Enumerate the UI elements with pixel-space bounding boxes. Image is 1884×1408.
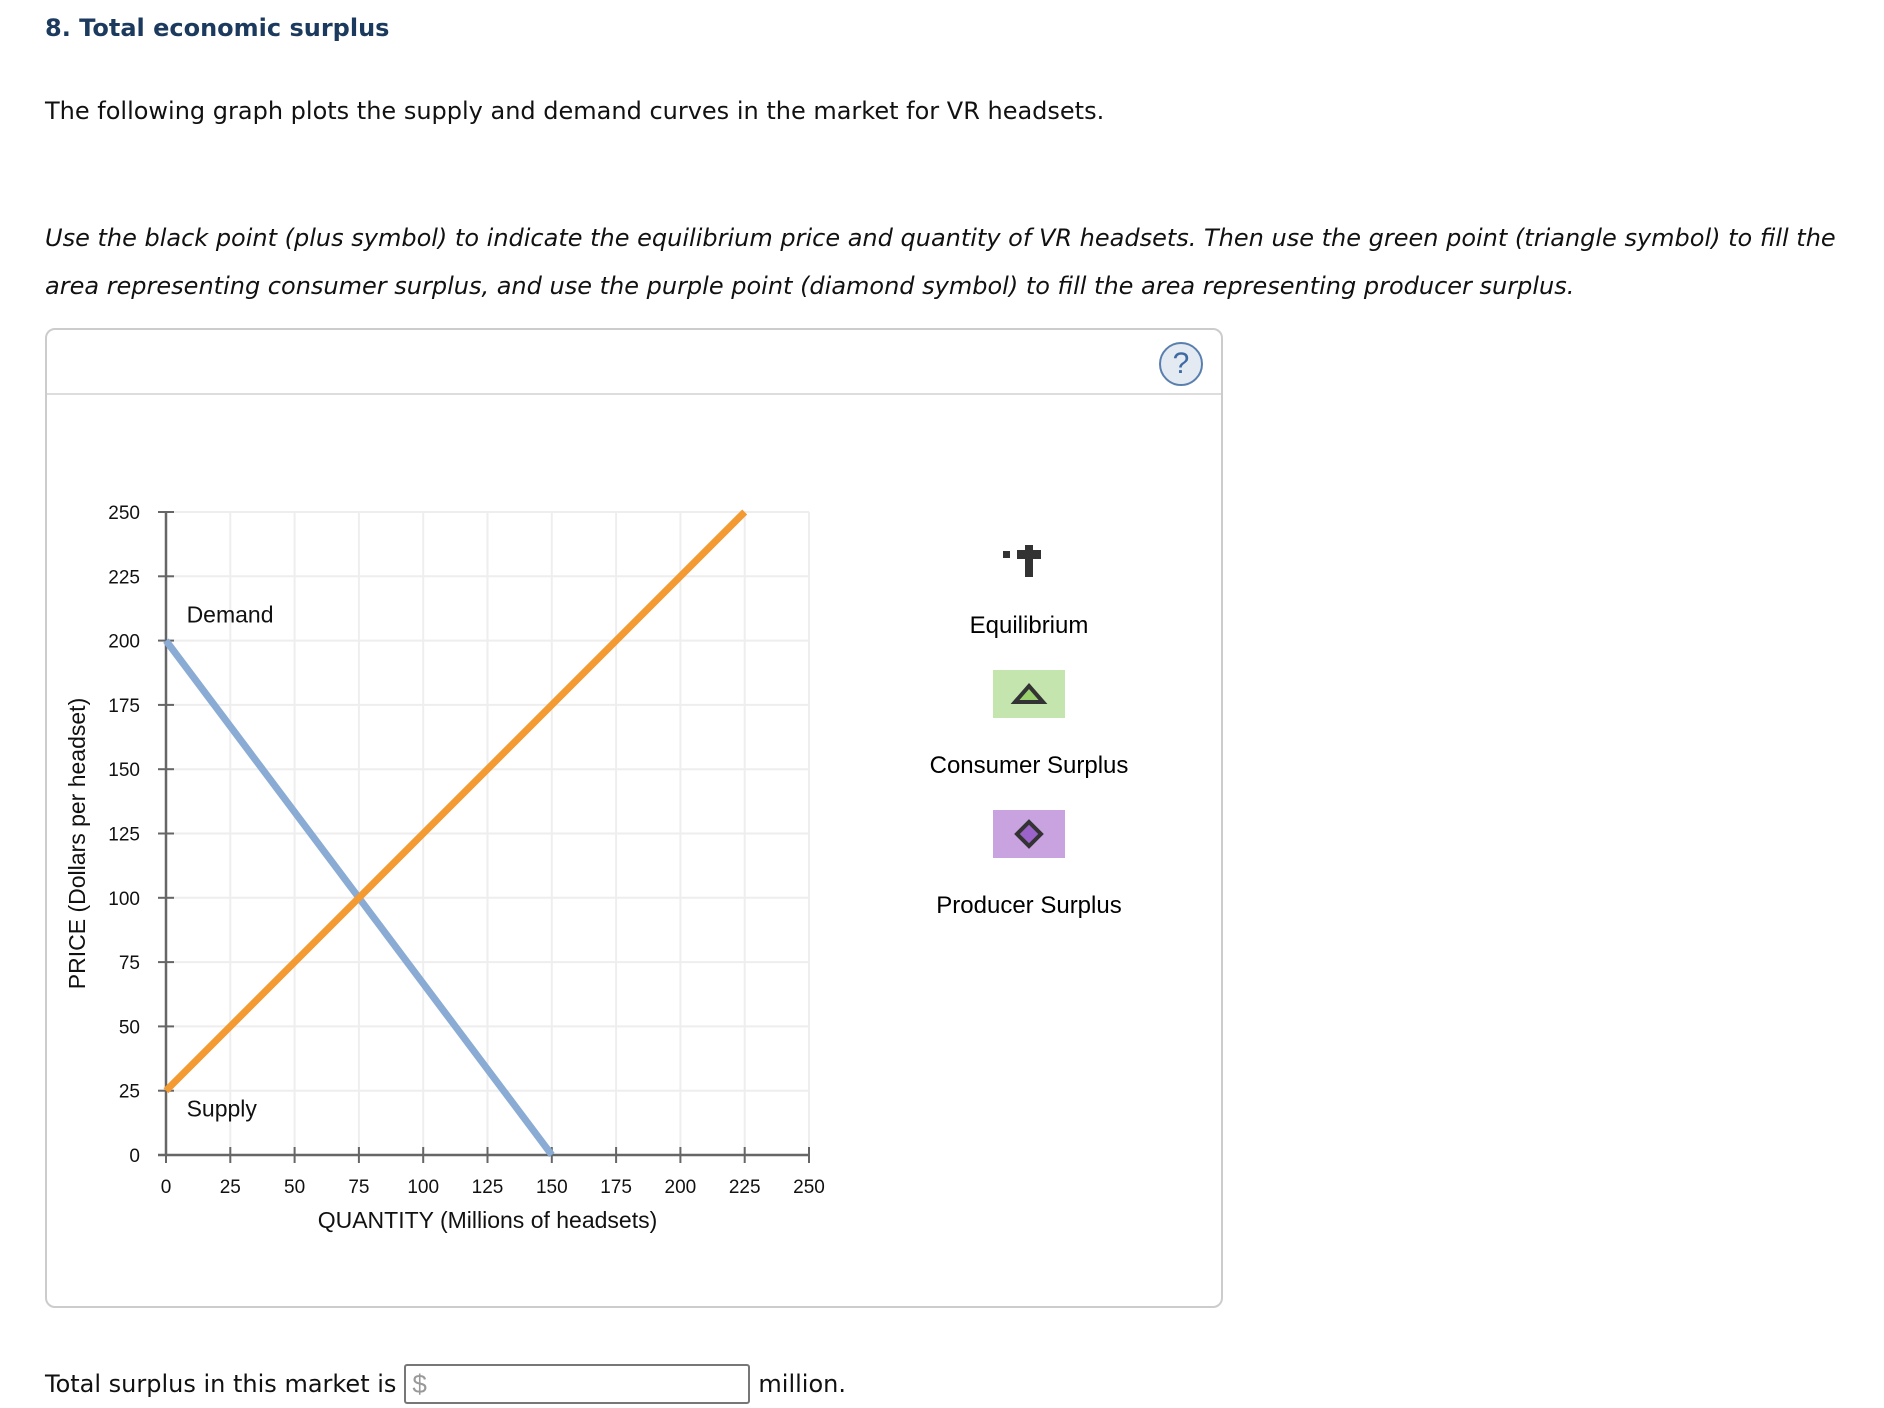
legend-equilibrium[interactable]: Equilibrium [929,530,1129,640]
question-instructions: Use the black point (plus symbol) to ind… [45,224,1836,300]
legend-producer-surplus[interactable]: Producer Surplus [929,810,1129,920]
demand-label: Demand [187,602,274,628]
y-tick-label: 150 [108,760,140,781]
y-tick-label: 75 [119,953,140,974]
triangle-swatch[interactable] [993,670,1065,718]
x-tick-label: 125 [472,1177,504,1198]
diamond-swatch[interactable] [993,810,1065,858]
diamond-icon [1014,819,1044,849]
y-tick-label: 225 [108,567,140,588]
y-tick-label: 0 [129,1146,140,1167]
x-tick-label: 250 [793,1177,825,1198]
question-title: 8. Total economic surplus [45,14,390,42]
legend-label: Producer Surplus [936,892,1122,919]
y-axis-title: PRICE (Dollars per headset) [64,698,90,989]
triangle-icon [1010,682,1048,704]
y-tick-label: 125 [108,825,140,846]
legend-consumer-surplus[interactable]: Consumer Surplus [929,670,1129,780]
supply-label: Supply [187,1095,258,1121]
help-button[interactable]: ? [1159,342,1203,386]
total-surplus-field[interactable] [426,1369,749,1399]
y-tick-label: 100 [108,889,140,910]
x-tick-label: 175 [600,1177,632,1198]
plus-icon[interactable] [929,530,1129,590]
legend-label: Equilibrium [969,612,1089,639]
x-axis-title: QUANTITY (Millions of headsets) [318,1207,658,1233]
x-tick-label: 150 [536,1177,568,1198]
y-tick-label: 25 [119,1082,140,1103]
graph-panel: ? [45,328,1223,1308]
x-tick-label: 25 [220,1177,241,1198]
supply-curve[interactable] [163,509,748,1094]
panel-header: ? [47,330,1221,395]
answer-row: Total surplus in this market is $ millio… [45,1362,846,1406]
answer-suffix: million. [758,1370,846,1398]
x-tick-label: 200 [665,1177,697,1198]
y-tick-label: 175 [108,696,140,717]
legend-label: Consumer Surplus [929,752,1129,779]
x-tick-label: 225 [729,1177,761,1198]
y-tick-label: 50 [119,1017,140,1038]
question-intro: The following graph plots the supply and… [45,97,1105,125]
dollar-sign: $ [412,1368,427,1399]
x-tick-label: 75 [348,1177,369,1198]
x-tick-label: 0 [161,1177,172,1198]
x-tick-label: 100 [407,1177,439,1198]
x-tick-label: 50 [284,1177,305,1198]
answer-prefix: Total surplus in this market is [45,1370,397,1398]
y-tick-label: 250 [108,503,140,524]
y-tick-label: 200 [108,632,140,653]
question-mark-icon: ? [1172,347,1190,380]
total-surplus-input[interactable]: $ [404,1364,751,1404]
